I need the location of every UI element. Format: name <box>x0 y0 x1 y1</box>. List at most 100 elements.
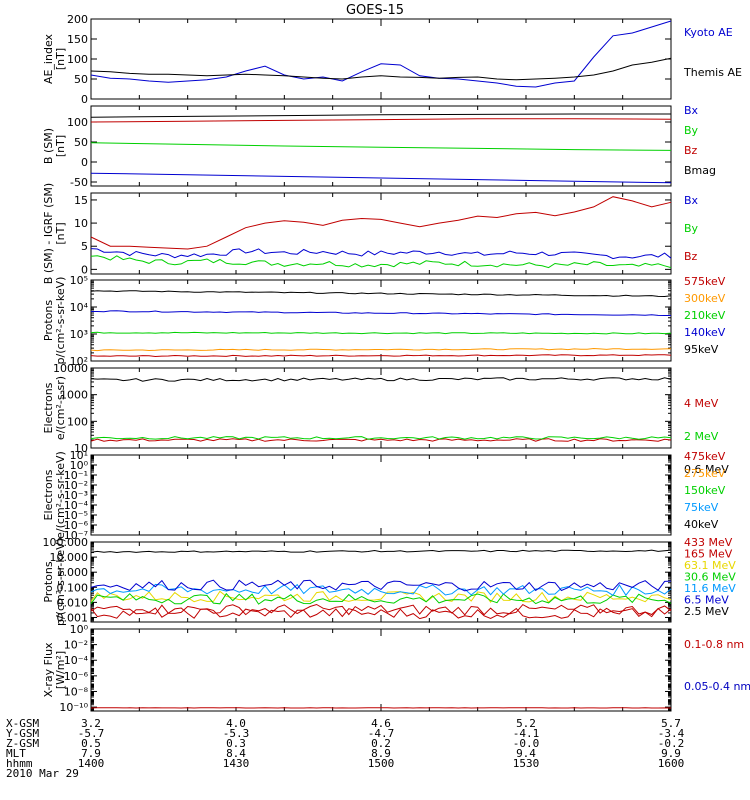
y-tick-label: 0.010 <box>57 596 89 609</box>
y-tick-label: 10⁵ <box>70 274 88 287</box>
footer-value: -5.7 <box>78 727 105 740</box>
panel-ae: 0 50 100 150 200 AE_index [nT] Kyoto AE Themis A… <box>42 13 742 106</box>
legend-entry: 150keV <box>684 484 726 497</box>
series-protons_mev-0 <box>90 607 672 620</box>
panel-frame <box>90 628 672 712</box>
y-axis-label: Protons <box>42 561 55 602</box>
legend-entry: Bx <box>684 194 699 207</box>
legend-entry: Bmag <box>684 164 716 177</box>
legend-entry: By <box>684 222 699 235</box>
legend-entry: 275keV <box>684 467 726 480</box>
y-tick-label: 100 <box>67 116 88 129</box>
y-tick-label: 10 <box>74 442 88 455</box>
series-electrons_mev-1 <box>90 436 672 440</box>
footer-value: 1430 <box>223 757 250 770</box>
series-protons_mev-3 <box>90 592 672 605</box>
y-tick-label: 10.000 <box>50 551 89 564</box>
y-tick-label: 10⁻⁴ <box>64 654 89 667</box>
series-bsm-1 <box>90 142 672 151</box>
series-protons_mev-6 <box>90 549 672 554</box>
y-axis-label: p/(cm²-s-sr-keV) <box>54 277 67 365</box>
series-protons_kev-1 <box>90 347 672 352</box>
footer-value: 7.9 <box>81 747 101 760</box>
y-tick-label: 10⁴ <box>70 301 89 314</box>
panel-frame <box>90 454 672 536</box>
y-tick-label: 100 <box>67 415 88 428</box>
footer-row-label: MLT <box>6 747 26 760</box>
footer-value: -4.1 <box>513 727 540 740</box>
y-axis-label: Electrons <box>42 382 55 433</box>
footer-value: -0.2 <box>658 737 685 750</box>
footer-value: 9.9 <box>661 747 681 760</box>
y-tick-label: 15 <box>74 194 88 207</box>
y-tick-label: 100 <box>67 53 88 66</box>
legend-entry: 2.5 MeV <box>684 605 729 618</box>
footer-value: 9.4 <box>516 747 536 760</box>
legend-entry: 75keV <box>684 501 719 514</box>
y-tick-label: 150 <box>67 33 88 46</box>
series-bsm-0 <box>90 172 672 184</box>
y-axis-label: AE_index <box>42 33 55 84</box>
y-tick-label: 0 <box>81 156 88 169</box>
y-tick-label: 10⁰ <box>70 459 89 472</box>
footer-date: 2010 Mar 29 <box>6 767 79 780</box>
legend-entry: Themis AE <box>683 66 742 79</box>
footer-value: 0.3 <box>226 737 246 750</box>
series-protons_mev-4 <box>90 583 672 597</box>
y-axis-label: Protons <box>42 300 55 341</box>
y-axis-label: e/(cm²-s-sr) <box>54 376 67 440</box>
legend-entry: 0.1-0.8 nm <box>684 638 744 651</box>
series-bgsm-1 <box>90 255 672 269</box>
series-protons_mev-5 <box>90 579 672 592</box>
y-axis-label: [W/m²] <box>54 651 67 689</box>
legend-entry: Bx <box>684 104 699 117</box>
legend-entry: Kyoto AE <box>684 26 733 39</box>
y-axis-label: [nT] <box>54 135 67 157</box>
series-protons_kev-4 <box>90 290 672 298</box>
series-electrons_mev-0 <box>90 438 672 442</box>
legend-entry: 2 MeV <box>684 430 719 443</box>
footer-row-label: X-GSM <box>6 717 39 730</box>
y-tick-label: 10⁻¹⁰ <box>59 701 88 714</box>
y-tick-label: 10⁻⁴ <box>64 499 89 512</box>
y-axis-label: [nT] <box>54 222 67 244</box>
y-tick-label: 10⁻⁷ <box>64 529 88 542</box>
series-electrons_mev-2 <box>90 377 672 382</box>
footer-value: -4.7 <box>368 727 395 740</box>
y-tick-label: 50 <box>74 73 88 86</box>
y-tick-label: 0 <box>81 263 88 276</box>
footer-value: 4.0 <box>226 717 246 730</box>
y-tick-label: 10⁰ <box>70 623 89 636</box>
legend-entry: 11.6 MeV <box>684 582 736 595</box>
y-tick-label: 10000 <box>53 362 88 375</box>
series-protons_kev-2 <box>90 331 672 335</box>
legend-entry: 40keV <box>684 518 719 531</box>
plot-title: GOES-15 <box>346 3 404 18</box>
y-tick-label: 10⁻² <box>64 479 88 492</box>
y-tick-label: 10⁻⁶ <box>64 670 89 683</box>
footer-value: 4.6 <box>371 717 391 730</box>
footer-value: -0.0 <box>513 737 540 750</box>
footer-value: 1530 <box>513 757 540 770</box>
y-tick-label: 100.000 <box>43 536 89 549</box>
footer-value: 1600 <box>658 757 685 770</box>
footer-value: 5.2 <box>516 717 536 730</box>
series-bsm-3 <box>90 113 671 118</box>
panel-xray: 10⁻¹⁰ 10⁻⁸ 10⁻⁶ 10⁻⁴ 10⁻² 10⁰ X-ray Flux [W/m²]… <box>42 623 750 714</box>
footer-row-label: Y-GSM <box>6 727 39 740</box>
panel-protons_kev: 10² 10³ 10⁴ 10⁵ Protons p/(cm²-s-sr-keV) 575ke… <box>42 274 726 368</box>
series-ae-0 <box>90 20 672 88</box>
legend-entry: 433 MeV <box>684 536 733 549</box>
panel-frame <box>90 192 672 275</box>
series-protons_kev-3 <box>91 310 671 316</box>
footer-orbit-table: X-GSM 3.2 4.0 4.6 5.2 5.7 Y-GSM -5.7 -5.3 -4.7 -4.… <box>6 717 685 780</box>
footer-value: 5.7 <box>661 717 681 730</box>
legend-entry: 0.05-0.4 nm <box>684 680 750 693</box>
panel-frame <box>90 18 672 100</box>
legend-entry: 63.1 MeV <box>684 559 736 572</box>
legend-entry: 165 MeV <box>684 548 733 561</box>
footer-value: 0.5 <box>81 737 101 750</box>
y-tick-label: 10⁻³ <box>64 489 88 502</box>
y-axis-label: [nT] <box>54 48 67 70</box>
